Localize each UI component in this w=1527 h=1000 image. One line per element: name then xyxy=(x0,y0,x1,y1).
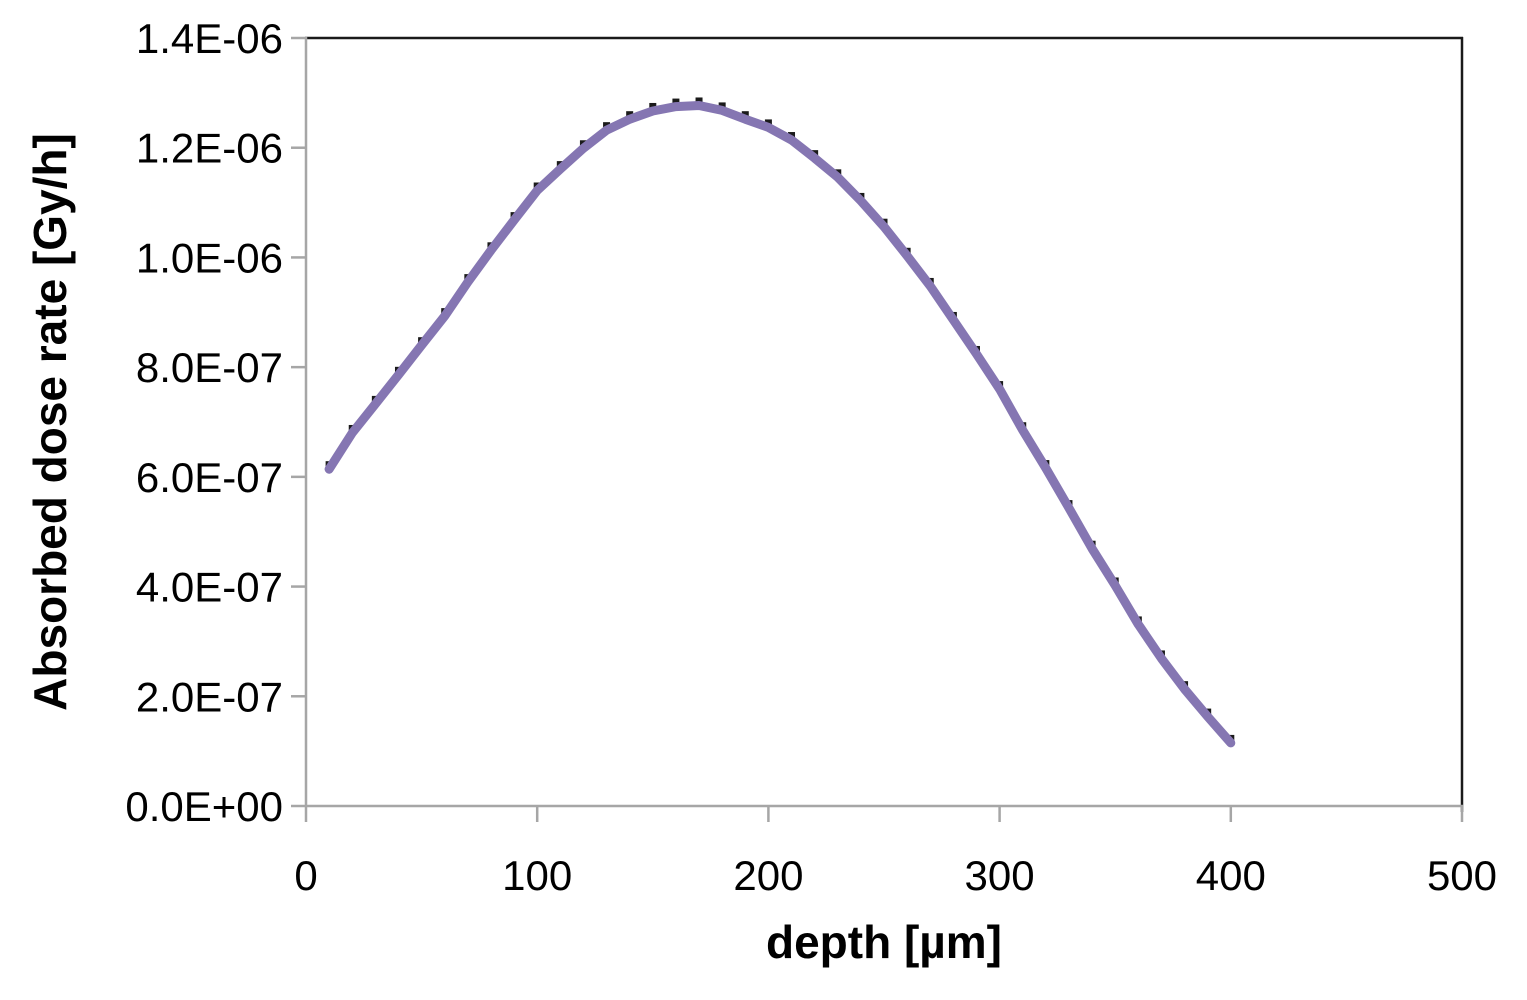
y-tick-label: 4.0E-07 xyxy=(136,564,283,611)
y-tick-label: 1.2E-06 xyxy=(136,125,283,172)
y-tick-label: 8.0E-07 xyxy=(136,344,283,391)
x-tick-label: 300 xyxy=(965,852,1035,899)
x-tick-label: 0 xyxy=(294,852,317,899)
x-tick-label: 400 xyxy=(1196,852,1266,899)
y-tick-label: 6.0E-07 xyxy=(136,454,283,501)
x-tick-label: 100 xyxy=(502,852,572,899)
x-tick-label: 500 xyxy=(1427,852,1497,899)
dose-rate-curve xyxy=(324,101,1236,748)
y-axis-title: Absorbed dose rate [Gy/h] xyxy=(24,133,76,711)
y-tick-label: 0.0E+00 xyxy=(125,783,283,830)
x-tick-label: 200 xyxy=(733,852,803,899)
y-tick-label: 2.0E-07 xyxy=(136,673,283,720)
y-tick-label: 1.0E-06 xyxy=(136,234,283,281)
data-point-marker xyxy=(672,98,680,106)
y-tick-label: 1.4E-06 xyxy=(136,15,283,62)
x-axis-title: depth [µm] xyxy=(766,916,1002,968)
data-point-marker xyxy=(695,97,703,105)
